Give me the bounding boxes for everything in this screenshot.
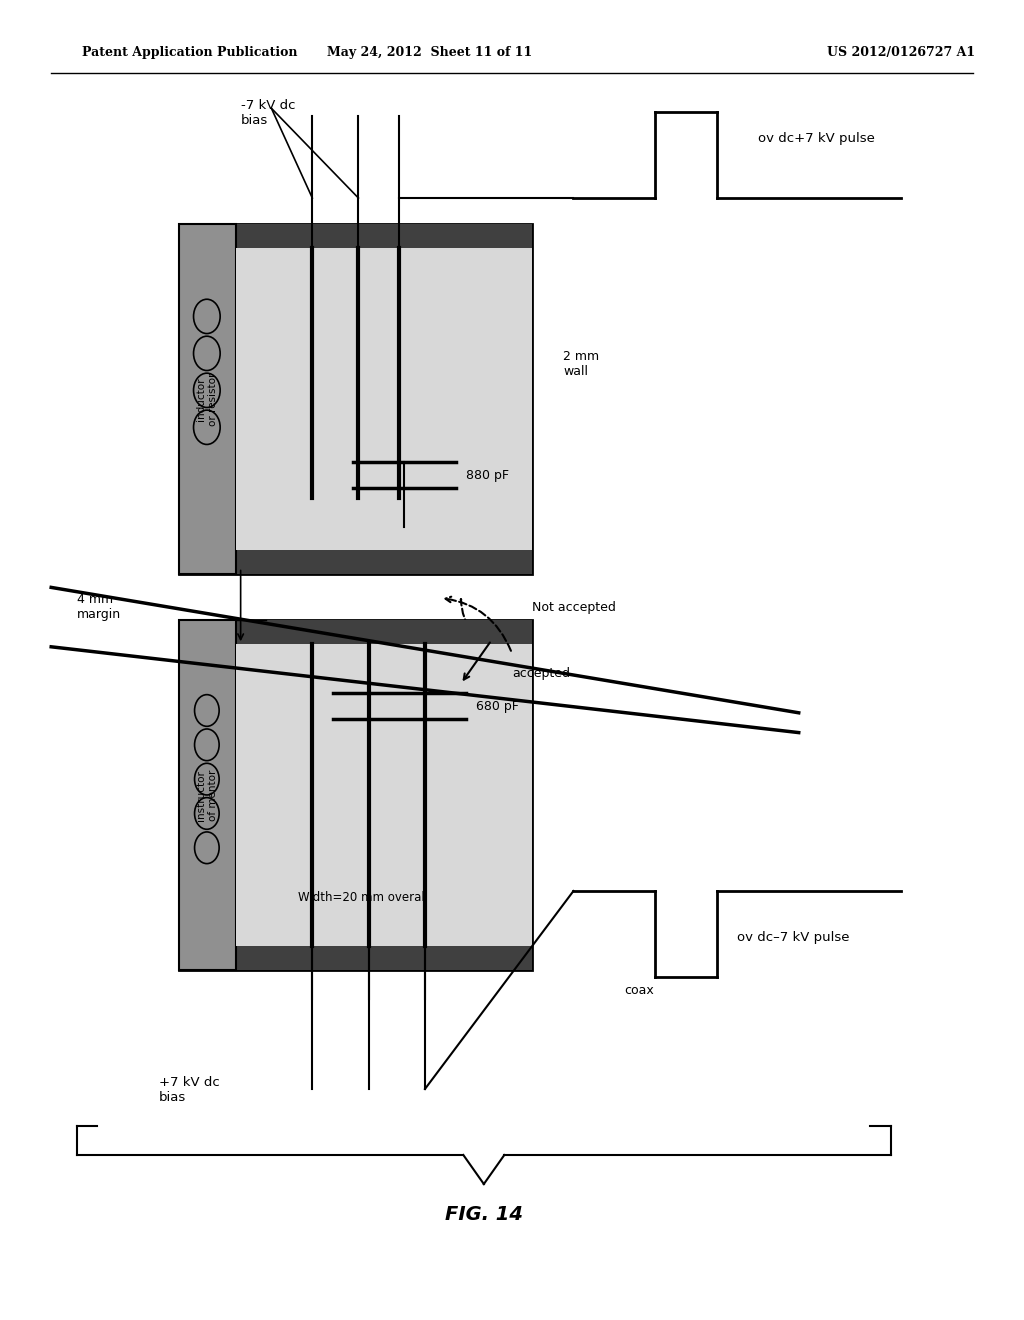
Bar bbox=[179, 620, 532, 970]
Bar bbox=[179, 224, 236, 574]
Text: accepted: accepted bbox=[512, 667, 570, 680]
Text: +7 kV dc
bias: +7 kV dc bias bbox=[159, 1076, 219, 1104]
Text: instructor
of mentor: instructor of mentor bbox=[196, 770, 218, 821]
Text: -7 kV dc
bias: -7 kV dc bias bbox=[241, 99, 295, 127]
Bar bbox=[179, 224, 532, 248]
Text: Not accepted: Not accepted bbox=[532, 601, 616, 614]
Bar bbox=[179, 224, 532, 574]
Text: May 24, 2012  Sheet 11 of 11: May 24, 2012 Sheet 11 of 11 bbox=[328, 46, 532, 59]
Text: ov dc–7 kV pulse: ov dc–7 kV pulse bbox=[737, 931, 850, 944]
FancyArrowPatch shape bbox=[461, 599, 504, 651]
Text: 4 mm
margin: 4 mm margin bbox=[77, 593, 121, 622]
Bar bbox=[179, 620, 532, 644]
Bar bbox=[179, 620, 236, 970]
Text: FIG. 14: FIG. 14 bbox=[444, 1205, 523, 1224]
FancyArrowPatch shape bbox=[466, 639, 489, 677]
Text: inductor
or resistor: inductor or resistor bbox=[196, 372, 218, 426]
Text: Width=20 mm overall: Width=20 mm overall bbox=[298, 891, 429, 904]
Text: coax: coax bbox=[625, 983, 654, 997]
Bar bbox=[236, 248, 532, 550]
Text: 880 pF: 880 pF bbox=[466, 469, 509, 482]
Text: Patent Application Publication: Patent Application Publication bbox=[82, 46, 297, 59]
Bar bbox=[179, 550, 532, 574]
Text: US 2012/0126727 A1: US 2012/0126727 A1 bbox=[827, 46, 975, 59]
Text: 680 pF: 680 pF bbox=[476, 700, 519, 713]
Text: ov dc+7 kV pulse: ov dc+7 kV pulse bbox=[758, 132, 874, 145]
Bar bbox=[236, 644, 532, 946]
Bar bbox=[179, 946, 532, 970]
Text: 2 mm
wall: 2 mm wall bbox=[563, 350, 599, 379]
